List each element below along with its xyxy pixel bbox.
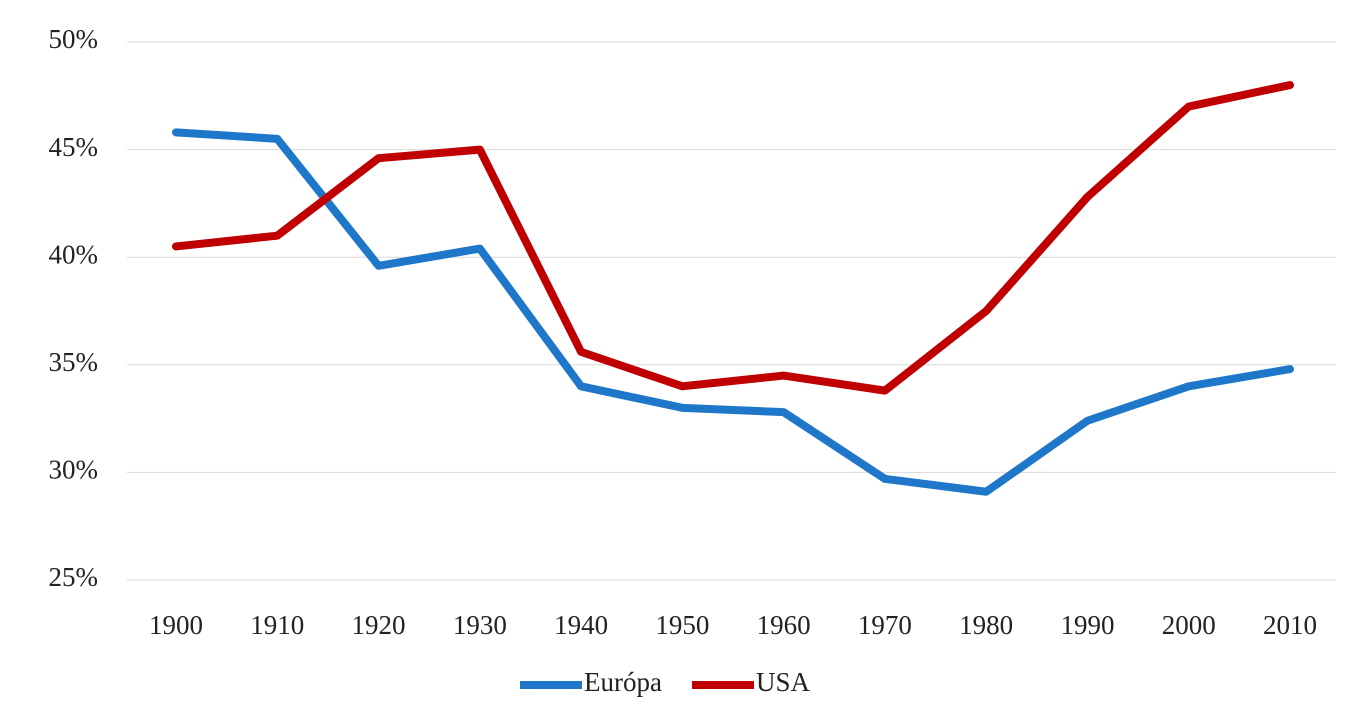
y-tick-label: 25%: [49, 562, 99, 592]
y-tick-label: 35%: [49, 347, 99, 377]
legend-label: Európa: [584, 667, 662, 697]
x-tick-label: 1920: [352, 610, 406, 640]
x-tick-label: 1950: [655, 610, 709, 640]
x-tick-label: 1970: [858, 610, 912, 640]
y-tick-label: 50%: [49, 24, 99, 54]
x-tick-label: 1900: [149, 610, 203, 640]
x-tick-label: 1960: [757, 610, 811, 640]
y-tick-label: 30%: [49, 455, 99, 485]
x-tick-label: 1980: [959, 610, 1013, 640]
data-line: [172, 81, 1294, 395]
legend-label: USA: [756, 667, 811, 697]
y-tick-label: 40%: [49, 239, 99, 269]
x-tick-label: 1910: [250, 610, 304, 640]
x-tick-label: 2000: [1162, 610, 1216, 640]
x-tick-label: 1940: [554, 610, 608, 640]
x-tick-label: 1930: [453, 610, 507, 640]
x-tick-label: 1990: [1060, 610, 1114, 640]
data-line: [172, 128, 1294, 496]
y-tick-label: 45%: [49, 132, 99, 162]
x-tick-label: 2010: [1263, 610, 1317, 640]
